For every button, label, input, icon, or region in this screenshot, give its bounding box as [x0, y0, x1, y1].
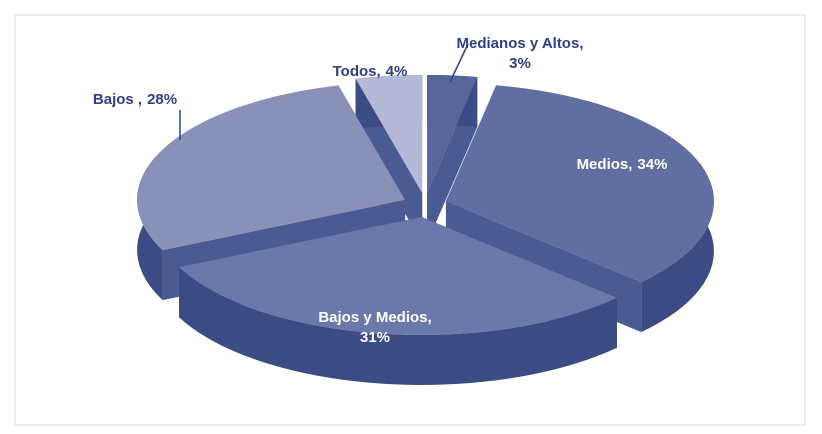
- data-label-name: Medianos y Altos,: [457, 35, 584, 52]
- data-label-value: 31%: [360, 329, 390, 346]
- slice-top: [445, 85, 714, 283]
- data-label-value: 34%: [637, 156, 667, 173]
- data-label: Medios, 34%: [577, 156, 668, 173]
- slice-top: [179, 216, 617, 335]
- slice-side: [179, 267, 617, 385]
- data-label-value: 4%: [386, 63, 408, 80]
- pie-slice: [427, 74, 478, 243]
- data-label: Medianos y Altos, 3%: [457, 35, 584, 72]
- pie-slice: [445, 85, 714, 333]
- slice-top: [355, 74, 423, 193]
- data-label: Bajos , 28%: [93, 91, 177, 108]
- data-label: Bajos y Medios, 31%: [318, 309, 431, 346]
- leader-line: [449, 43, 469, 83]
- data-label-value: 3%: [509, 55, 531, 72]
- slice-top: [427, 74, 478, 193]
- pie-slice: [179, 216, 617, 385]
- slice-top: [137, 85, 406, 251]
- data-label: Todos, 4%: [333, 63, 408, 80]
- data-label-name: Bajos y Medios,: [318, 309, 431, 326]
- pie-slice: [355, 74, 423, 243]
- data-label-name: Todos,: [333, 63, 381, 80]
- data-label-name: Bajos ,: [93, 91, 142, 108]
- data-label-name: Medios,: [577, 156, 633, 173]
- data-label-value: 28%: [147, 91, 177, 108]
